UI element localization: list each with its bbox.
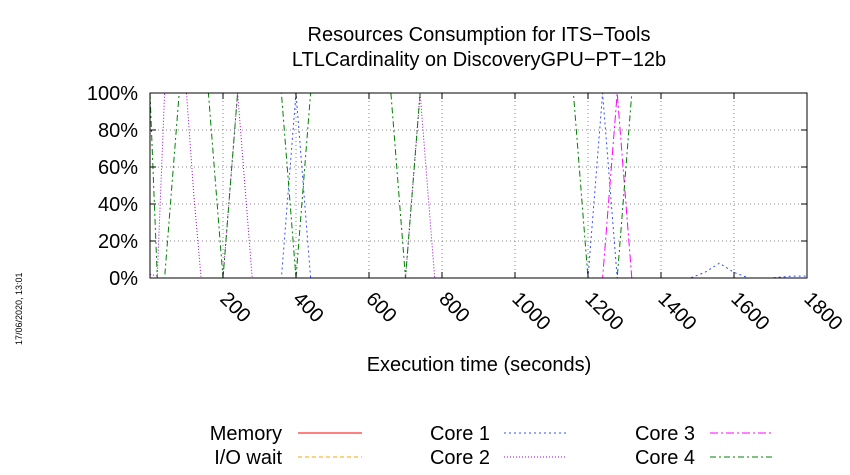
grid — [150, 93, 807, 278]
x-tick-label: 1200 — [580, 288, 627, 335]
legend-label-core-1: Core 1 — [430, 423, 490, 445]
chart-title-line1: Resources Consumption for ITS−Tools — [308, 24, 651, 46]
x-tick-label: 200 — [215, 288, 254, 327]
y-tick-label: 80% — [98, 120, 138, 142]
y-tick-label: 60% — [98, 157, 138, 179]
chart-title-line2: LTLCardinality on DiscoveryGPU−PT−12b — [292, 49, 666, 71]
x-tick-label: 1600 — [726, 288, 773, 335]
legend-label-core-3: Core 3 — [635, 423, 695, 445]
series-line-core-2 — [149, 92, 807, 279]
x-tick-label: 1400 — [653, 288, 700, 335]
x-tick-label: 1000 — [507, 288, 554, 335]
y-tick-label: 100% — [87, 83, 138, 105]
series-line-core-3 — [150, 92, 807, 279]
legend-label-memory: Memory — [210, 423, 282, 445]
legend-label-core-2: Core 2 — [430, 447, 490, 469]
x-tick-label: 1800 — [799, 288, 846, 335]
y-tick-label: 0% — [109, 268, 138, 290]
series-line-core-4 — [149, 92, 807, 279]
axes — [149, 92, 808, 279]
y-tick-label: 40% — [98, 194, 138, 216]
x-tick-label: 800 — [434, 288, 473, 327]
x-axis-label: Execution time (seconds) — [367, 354, 592, 376]
plot-border — [149, 92, 808, 279]
y-tick-label: 20% — [98, 231, 138, 253]
series-line-core-1 — [150, 92, 807, 279]
tick-labels: 0% 20% 40% 60% 80% 100% 200 400 600 800 1000 1200 14… — [87, 83, 847, 335]
legend-label-i-o-wait: I/O wait — [214, 447, 282, 469]
x-tick-label: 600 — [361, 288, 400, 327]
timestamp: 17/06/2020, 13:01 — [14, 272, 24, 345]
x-tick-label: 400 — [288, 288, 327, 327]
series-group — [149, 92, 807, 279]
legend-label-core-4: Core 4 — [635, 447, 695, 469]
